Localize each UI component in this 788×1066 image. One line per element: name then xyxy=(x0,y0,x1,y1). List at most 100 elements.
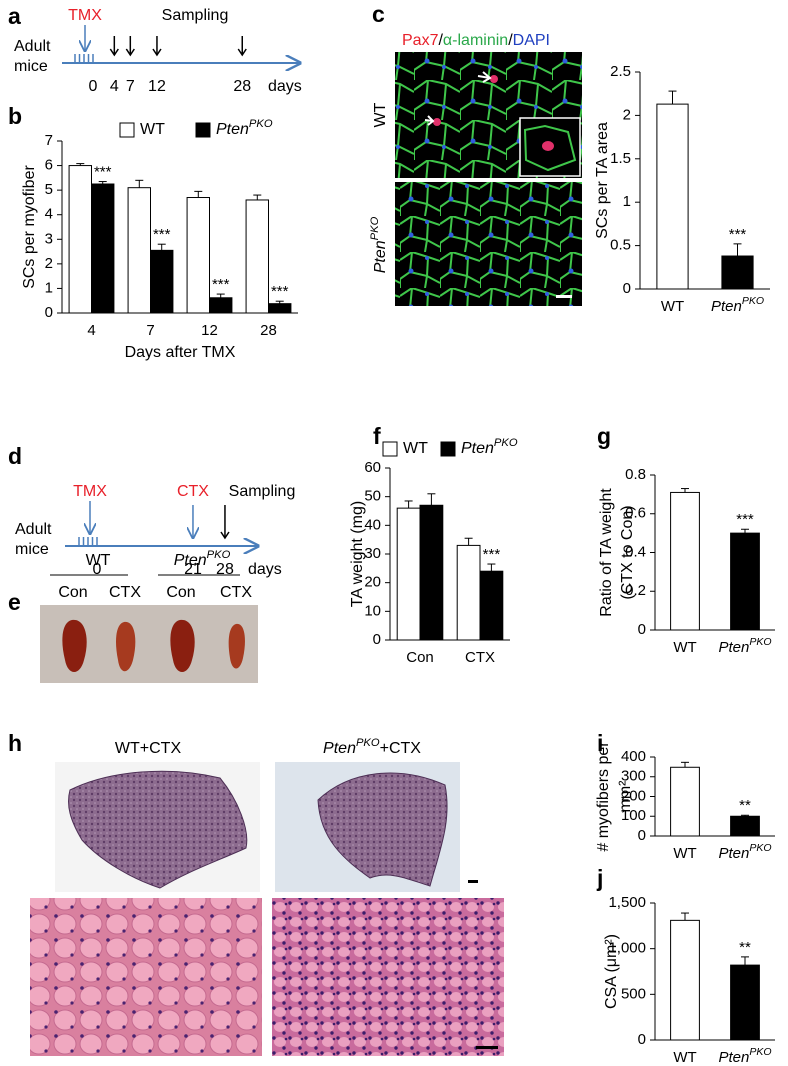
category: WT xyxy=(673,639,696,656)
significance: *** xyxy=(736,511,754,528)
y-tick-label: 0.2 xyxy=(625,582,646,599)
x-tick-label: WT xyxy=(673,1049,696,1066)
y-tick-label: 0.5 xyxy=(610,237,631,254)
row-label-base: WT xyxy=(372,102,389,127)
significance: ** xyxy=(739,797,751,814)
x-tick-label: PtenPKO xyxy=(718,1046,771,1066)
histology-label-base: Pten xyxy=(323,740,356,757)
panel-label: b xyxy=(8,103,22,129)
bar xyxy=(479,570,504,641)
bar xyxy=(721,255,754,290)
group-label: PtenPKO xyxy=(174,549,231,569)
bar xyxy=(186,197,211,314)
y-tick-label: 60 xyxy=(364,459,381,476)
arrow-head xyxy=(237,48,247,57)
panel-label: d xyxy=(8,443,22,469)
y-axis-label: CSA (μm²) xyxy=(603,934,620,1009)
x-tick-label: WT xyxy=(673,845,696,862)
y-tick-label: 200 xyxy=(621,787,646,804)
bar xyxy=(150,249,174,314)
bar xyxy=(68,165,93,314)
y-tick-label: 0 xyxy=(638,827,646,844)
y-tick-label: 0 xyxy=(638,621,646,638)
category: 4 xyxy=(87,322,95,339)
arrow-head xyxy=(109,48,119,57)
arrow-head xyxy=(220,531,230,540)
subject-label: mice xyxy=(15,541,49,558)
condition-label: Con xyxy=(166,584,195,601)
event-label: Sampling xyxy=(162,7,229,24)
significance: *** xyxy=(271,283,289,300)
group-label-base: Pten xyxy=(174,552,207,569)
y-tick-label: 0 xyxy=(638,1031,646,1048)
bar xyxy=(127,187,152,314)
x-tick-label: WT xyxy=(661,298,684,315)
y-tick-label: 1,500 xyxy=(608,894,646,911)
treatment-label: TMX xyxy=(73,483,107,500)
category: 7 xyxy=(146,322,154,339)
panel-label: j xyxy=(596,865,603,891)
micrograph-wt xyxy=(395,52,582,178)
event-label: Sampling xyxy=(229,483,296,500)
legend-name: WT xyxy=(403,440,428,457)
histology-label-base: WT xyxy=(115,740,140,757)
condition-label: Con xyxy=(58,584,87,601)
category: 12 xyxy=(201,322,218,339)
histology-label-suffix: +CTX xyxy=(380,740,422,757)
significance: *** xyxy=(212,276,230,293)
category: CTX xyxy=(465,649,495,666)
legend-label: PtenPKO xyxy=(461,437,518,457)
y-tick-label: 2 xyxy=(45,255,53,272)
bar xyxy=(670,491,700,631)
bar xyxy=(730,964,760,1041)
panel-label: i xyxy=(597,730,603,756)
x-tick-label: WT xyxy=(673,639,696,656)
group-label-sup: PKO xyxy=(207,549,231,561)
stain-part: Pax7 xyxy=(402,32,439,49)
injury-label: CTX xyxy=(177,483,209,500)
category: WT xyxy=(673,1049,696,1066)
y-tick-label: 0 xyxy=(45,304,53,321)
legend-swatch xyxy=(119,122,135,138)
y-tick-label: 2.5 xyxy=(610,63,631,80)
y-axis-label: mm² xyxy=(617,780,634,813)
y-tick-label: 1,000 xyxy=(608,940,646,957)
y-tick-label: 40 xyxy=(364,516,381,533)
legend-swatch xyxy=(195,122,211,138)
x-tick-label: 4 xyxy=(87,322,95,339)
bar xyxy=(730,532,760,631)
histology-label: PtenPKO+CTX xyxy=(323,737,421,757)
arrow-head xyxy=(152,48,162,57)
panel-label: f xyxy=(373,423,381,449)
subject-label: Adult xyxy=(14,38,51,55)
day-label: 28 xyxy=(216,561,234,578)
unit-label: days xyxy=(268,78,302,95)
day-label: 7 xyxy=(126,78,135,95)
category: Con xyxy=(406,649,434,666)
group-label-base: WT xyxy=(86,552,111,569)
significance: *** xyxy=(153,226,171,243)
legend-label: WT xyxy=(140,121,165,138)
legend-name: WT xyxy=(140,121,165,138)
category: Pten xyxy=(711,298,742,315)
stain-part: α-laminin xyxy=(443,32,508,49)
stain-part: DAPI xyxy=(513,32,550,49)
y-tick-label: 0.4 xyxy=(625,543,646,560)
y-tick-label: 20 xyxy=(364,574,381,591)
y-tick-label: 500 xyxy=(621,985,646,1002)
subject-label: Adult xyxy=(15,521,52,538)
x-tick-label: 7 xyxy=(146,322,154,339)
y-tick-label: 30 xyxy=(364,545,381,562)
day-label: 4 xyxy=(110,78,119,95)
legend-label: PtenPKO xyxy=(216,118,273,138)
legend-swatch xyxy=(440,441,456,457)
y-axis-label: TA weight (mg) xyxy=(349,501,366,607)
row-label: PtenPKO xyxy=(369,216,389,273)
day-label: 21 xyxy=(184,561,202,578)
bar xyxy=(730,815,760,837)
day-label: 0 xyxy=(93,561,102,578)
legend-name: Pten xyxy=(216,121,249,138)
x-axis-label: Days after TMX xyxy=(125,344,236,361)
legend-sup: PKO xyxy=(249,118,273,130)
significance: *** xyxy=(94,164,112,181)
